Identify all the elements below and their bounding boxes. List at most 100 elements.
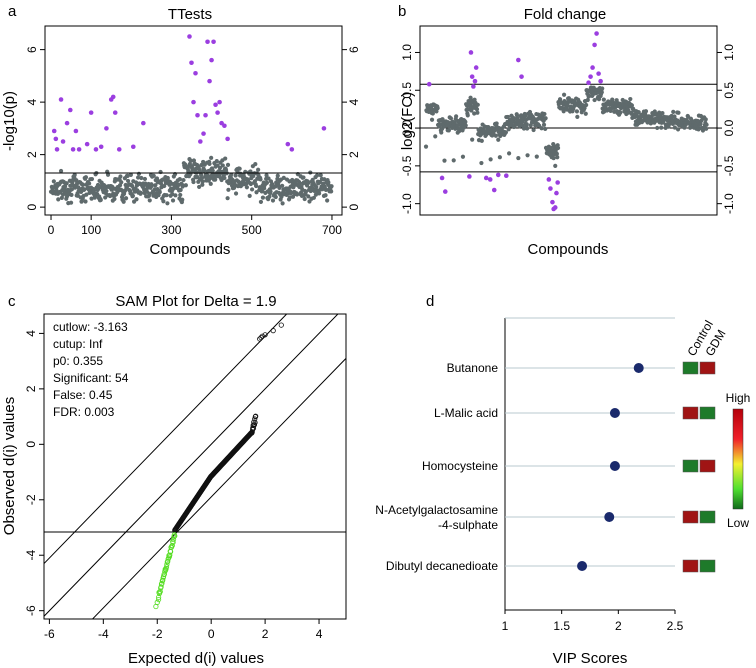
- panel-b-point: [503, 130, 508, 135]
- panel-b-point: [448, 116, 454, 121]
- panel-a-point: [68, 200, 74, 205]
- panel-d-heat-cell: [682, 361, 699, 375]
- panel-a-point: [74, 178, 79, 183]
- panel-c-sig-point: [155, 596, 162, 603]
- panel-b-point: [561, 92, 567, 97]
- panel-a-point: [98, 197, 103, 203]
- panel-a-point: [225, 162, 231, 167]
- panel-b-point: [655, 125, 660, 131]
- panel-a-sig-point: [213, 102, 218, 108]
- panel-b-point: [629, 103, 635, 108]
- panel-b-point: [575, 114, 580, 119]
- panel-b-sig-point: [550, 199, 555, 205]
- panel-a-sig-point: [110, 94, 116, 100]
- panel-c-sig-point: [153, 603, 159, 610]
- panel-a-sig-point: [54, 147, 60, 152]
- panel-a-sig-point: [191, 99, 196, 105]
- panel-a-sig-point: [195, 112, 200, 118]
- panel-a-point: [273, 194, 278, 200]
- panel-a-sig-point: [67, 107, 73, 113]
- panel-b-point: [479, 160, 484, 166]
- panel-a-point: [322, 177, 327, 182]
- panel-c-sig-point: [164, 559, 170, 565]
- panel-a-ytick-label-right: 6: [347, 46, 361, 53]
- panel-b-point: [671, 109, 676, 114]
- panel-a-point: [222, 175, 227, 181]
- panel-c-point: [258, 334, 264, 341]
- panel-b-point: [497, 155, 502, 160]
- panel-a-sig-point: [104, 126, 109, 131]
- panel-c-point: [253, 413, 259, 419]
- panel-b-sig-point: [471, 84, 476, 89]
- panel-a-ttests: TTests 0 100 300 500 700 0 0 2 2 4 4 6 6 Compounds -…: [1, 6, 361, 258]
- panel-b-xlabel: Compounds: [528, 241, 609, 258]
- panel-c-sig-point: [171, 534, 177, 540]
- panel-b-sig-point: [491, 187, 497, 193]
- panel-a-point: [121, 199, 126, 204]
- panel-b-point: [555, 155, 560, 160]
- panel-a-point: [297, 181, 302, 186]
- panel-b-point: [439, 130, 444, 135]
- panel-a-point: [188, 158, 193, 163]
- panel-b-sig-point: [555, 180, 560, 185]
- panel-d-vip-dot: [609, 408, 620, 418]
- panel-c-stat: cutup: Inf: [53, 337, 103, 351]
- panel-c-xtick-label: 0: [208, 627, 215, 641]
- panel-a-point: [153, 183, 158, 188]
- panel-c-point: [257, 336, 263, 342]
- panel-a-sig-point: [321, 126, 327, 131]
- panel-a-point: [123, 196, 129, 201]
- panel-a-point: [183, 183, 188, 188]
- panel-a-point: [329, 189, 334, 194]
- panel-d-vip-dot: [633, 363, 644, 373]
- panel-a-sig-point: [211, 39, 216, 45]
- panel-a-point: [303, 189, 308, 194]
- panel-a-point: [170, 198, 176, 203]
- panel-c-xlabel: Expected d(i) values: [128, 650, 264, 667]
- panel-a-ylabel: -log10(p): [1, 91, 18, 151]
- panel-a-point: [208, 181, 213, 186]
- panel-b-point: [618, 110, 623, 115]
- panel-b-point: [696, 127, 701, 132]
- panel-b-ylabel: log2(FC): [399, 92, 416, 150]
- panel-b-ytick-label-left: -1.0: [400, 193, 414, 214]
- panel-a-point: [69, 187, 74, 192]
- panel-a-point: [72, 172, 77, 178]
- panel-c-xtick-label: 2: [262, 627, 269, 641]
- panel-a-sig-point: [116, 147, 122, 152]
- panel-d-heat-cell: [699, 559, 716, 573]
- panel-a-point: [87, 181, 92, 186]
- panel-d-xtick-label: 2.5: [667, 619, 684, 633]
- panel-b-point: [583, 111, 588, 116]
- panel-b-point: [643, 109, 649, 114]
- panel-d-category-label: N-Acetylgalactosamine: [375, 503, 498, 517]
- panel-a-point: [147, 191, 152, 196]
- panel-b-title: Fold change: [524, 6, 607, 23]
- panel-a-point: [329, 184, 334, 189]
- panel-b-point: [475, 102, 480, 107]
- panel-d-heat-cell: [682, 406, 699, 420]
- panel-a-sig-point: [207, 78, 212, 84]
- panel-c-sig-point: [162, 566, 168, 572]
- panel-a-point: [264, 173, 269, 178]
- panel-b-point: [434, 109, 439, 114]
- panel-b-point: [470, 137, 475, 142]
- panel-b-sig-point: [554, 190, 559, 196]
- panel-c-stat: p0: 0.355: [53, 354, 103, 368]
- panel-a-point: [275, 173, 280, 178]
- panel-a-ytick-label-left: 0: [25, 203, 39, 210]
- panel-a-sig-point: [222, 123, 227, 129]
- panel-c-ytick-label: -6: [24, 605, 38, 616]
- panel-a-ytick-label-right: 2: [347, 151, 361, 158]
- panel-a-point: [323, 187, 329, 192]
- panel-c-point: [270, 328, 276, 334]
- panel-c-sig-point: [156, 589, 162, 596]
- panel-a-point: [84, 192, 89, 197]
- panel-a-point: [268, 189, 273, 194]
- panel-a-sig-point: [76, 147, 82, 152]
- panel-d-category-label: Homocysteine: [422, 459, 498, 473]
- panel-a-point: [165, 175, 170, 181]
- panel-b-point: [512, 116, 517, 121]
- panel-c-ytick-label: -2: [24, 494, 38, 505]
- panel-a-point: [270, 198, 276, 203]
